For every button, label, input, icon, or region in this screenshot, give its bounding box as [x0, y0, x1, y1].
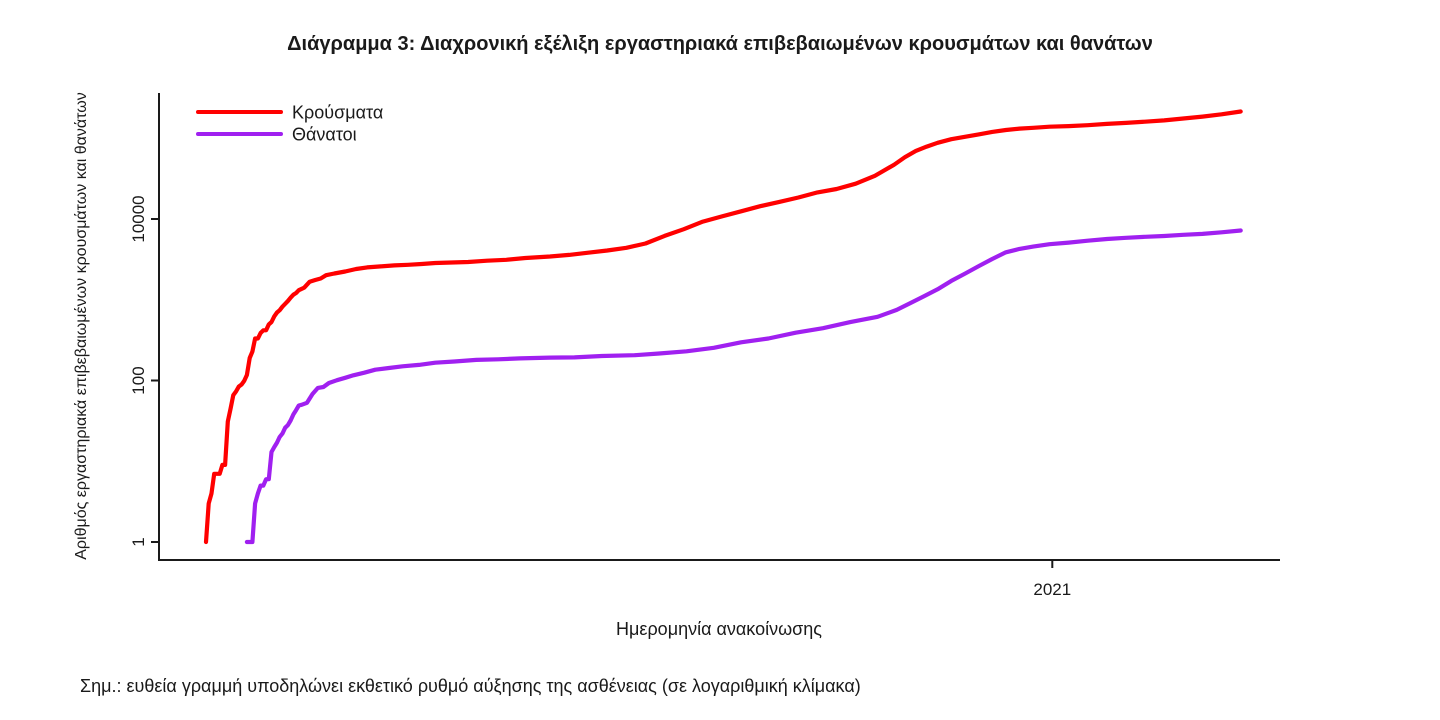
y-axis-label: Αριθμός εργαστηριακά επιβεβαιωμένων κρου…: [73, 92, 90, 560]
y-tick-label-2: 10000: [129, 195, 148, 242]
footnote: Σημ.: ευθεία γραμμή υποδηλώνει εκθετικό …: [80, 676, 861, 696]
y-tick-label-0: 1: [129, 537, 148, 546]
legend-label-deaths: Θάνατοι: [292, 124, 357, 144]
x-axis-label: Ημερομηνία ανακοίνωσης: [616, 619, 822, 639]
axis-spines: [158, 93, 1280, 561]
chart-title: Διάγραμμα 3: Διαχρονική εξέλιξη εργαστηρ…: [287, 33, 1153, 55]
legend-label-cases: Κρούσματα: [292, 102, 383, 122]
deaths-line: [244, 228, 1243, 545]
cases-line: [203, 109, 1243, 545]
x-tick-label-0: 2021: [1033, 580, 1071, 599]
y-tick-label-1: 100: [129, 366, 148, 394]
